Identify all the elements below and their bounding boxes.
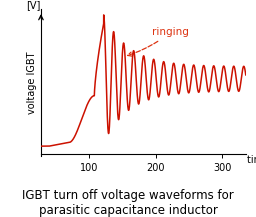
Text: time [ns]: time [ns] bbox=[247, 154, 256, 164]
Text: [V]: [V] bbox=[27, 0, 41, 10]
Text: ringing: ringing bbox=[128, 27, 189, 56]
Text: IGBT turn off voltage waveforms for
parasitic capacitance inductor: IGBT turn off voltage waveforms for para… bbox=[22, 189, 234, 217]
Y-axis label: voltage IGBT: voltage IGBT bbox=[27, 51, 37, 114]
